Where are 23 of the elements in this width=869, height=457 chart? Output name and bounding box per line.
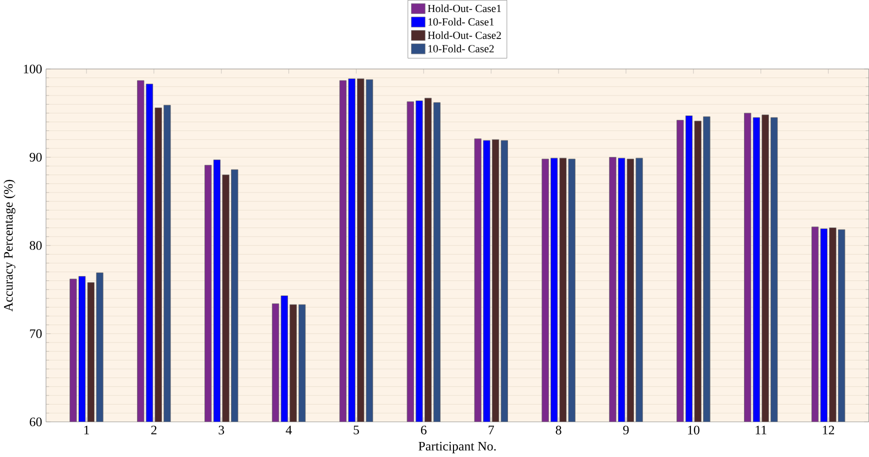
- legend-label: Hold-Out- Case1: [428, 4, 501, 12]
- legend-label: 10-Fold- Case1: [428, 18, 494, 26]
- x-tick-label: 10: [688, 426, 700, 435]
- x-tick-label: 12: [822, 426, 834, 434]
- x-tick-label: 9: [623, 426, 629, 435]
- x-tick-label: 7: [488, 426, 494, 434]
- y-axis-title: Accuracy Percentage (%): [4, 180, 16, 312]
- legend-label: Hold-Out- Case2: [428, 31, 501, 40]
- y-tick-label: 70: [30, 329, 42, 338]
- y-tick-label: 90: [30, 152, 42, 162]
- x-tick-label: 4: [286, 426, 292, 434]
- x-tick-label: 8: [556, 426, 562, 435]
- x-axis-title: Participant No.: [418, 442, 496, 454]
- legend-label: 10-Fold- Case2: [428, 44, 494, 52]
- x-tick-label: 11: [756, 426, 766, 434]
- y-tick-label: 80: [30, 241, 42, 250]
- x-tick-label: 3: [218, 426, 224, 435]
- y-tick-label: 100: [24, 64, 42, 74]
- x-tick-label: 1: [84, 426, 89, 434]
- x-tick-label: 6: [420, 426, 427, 435]
- x-tick-label: 5: [354, 426, 359, 434]
- y-tick-label: 60: [30, 418, 42, 426]
- x-tick-label: 2: [151, 426, 156, 434]
